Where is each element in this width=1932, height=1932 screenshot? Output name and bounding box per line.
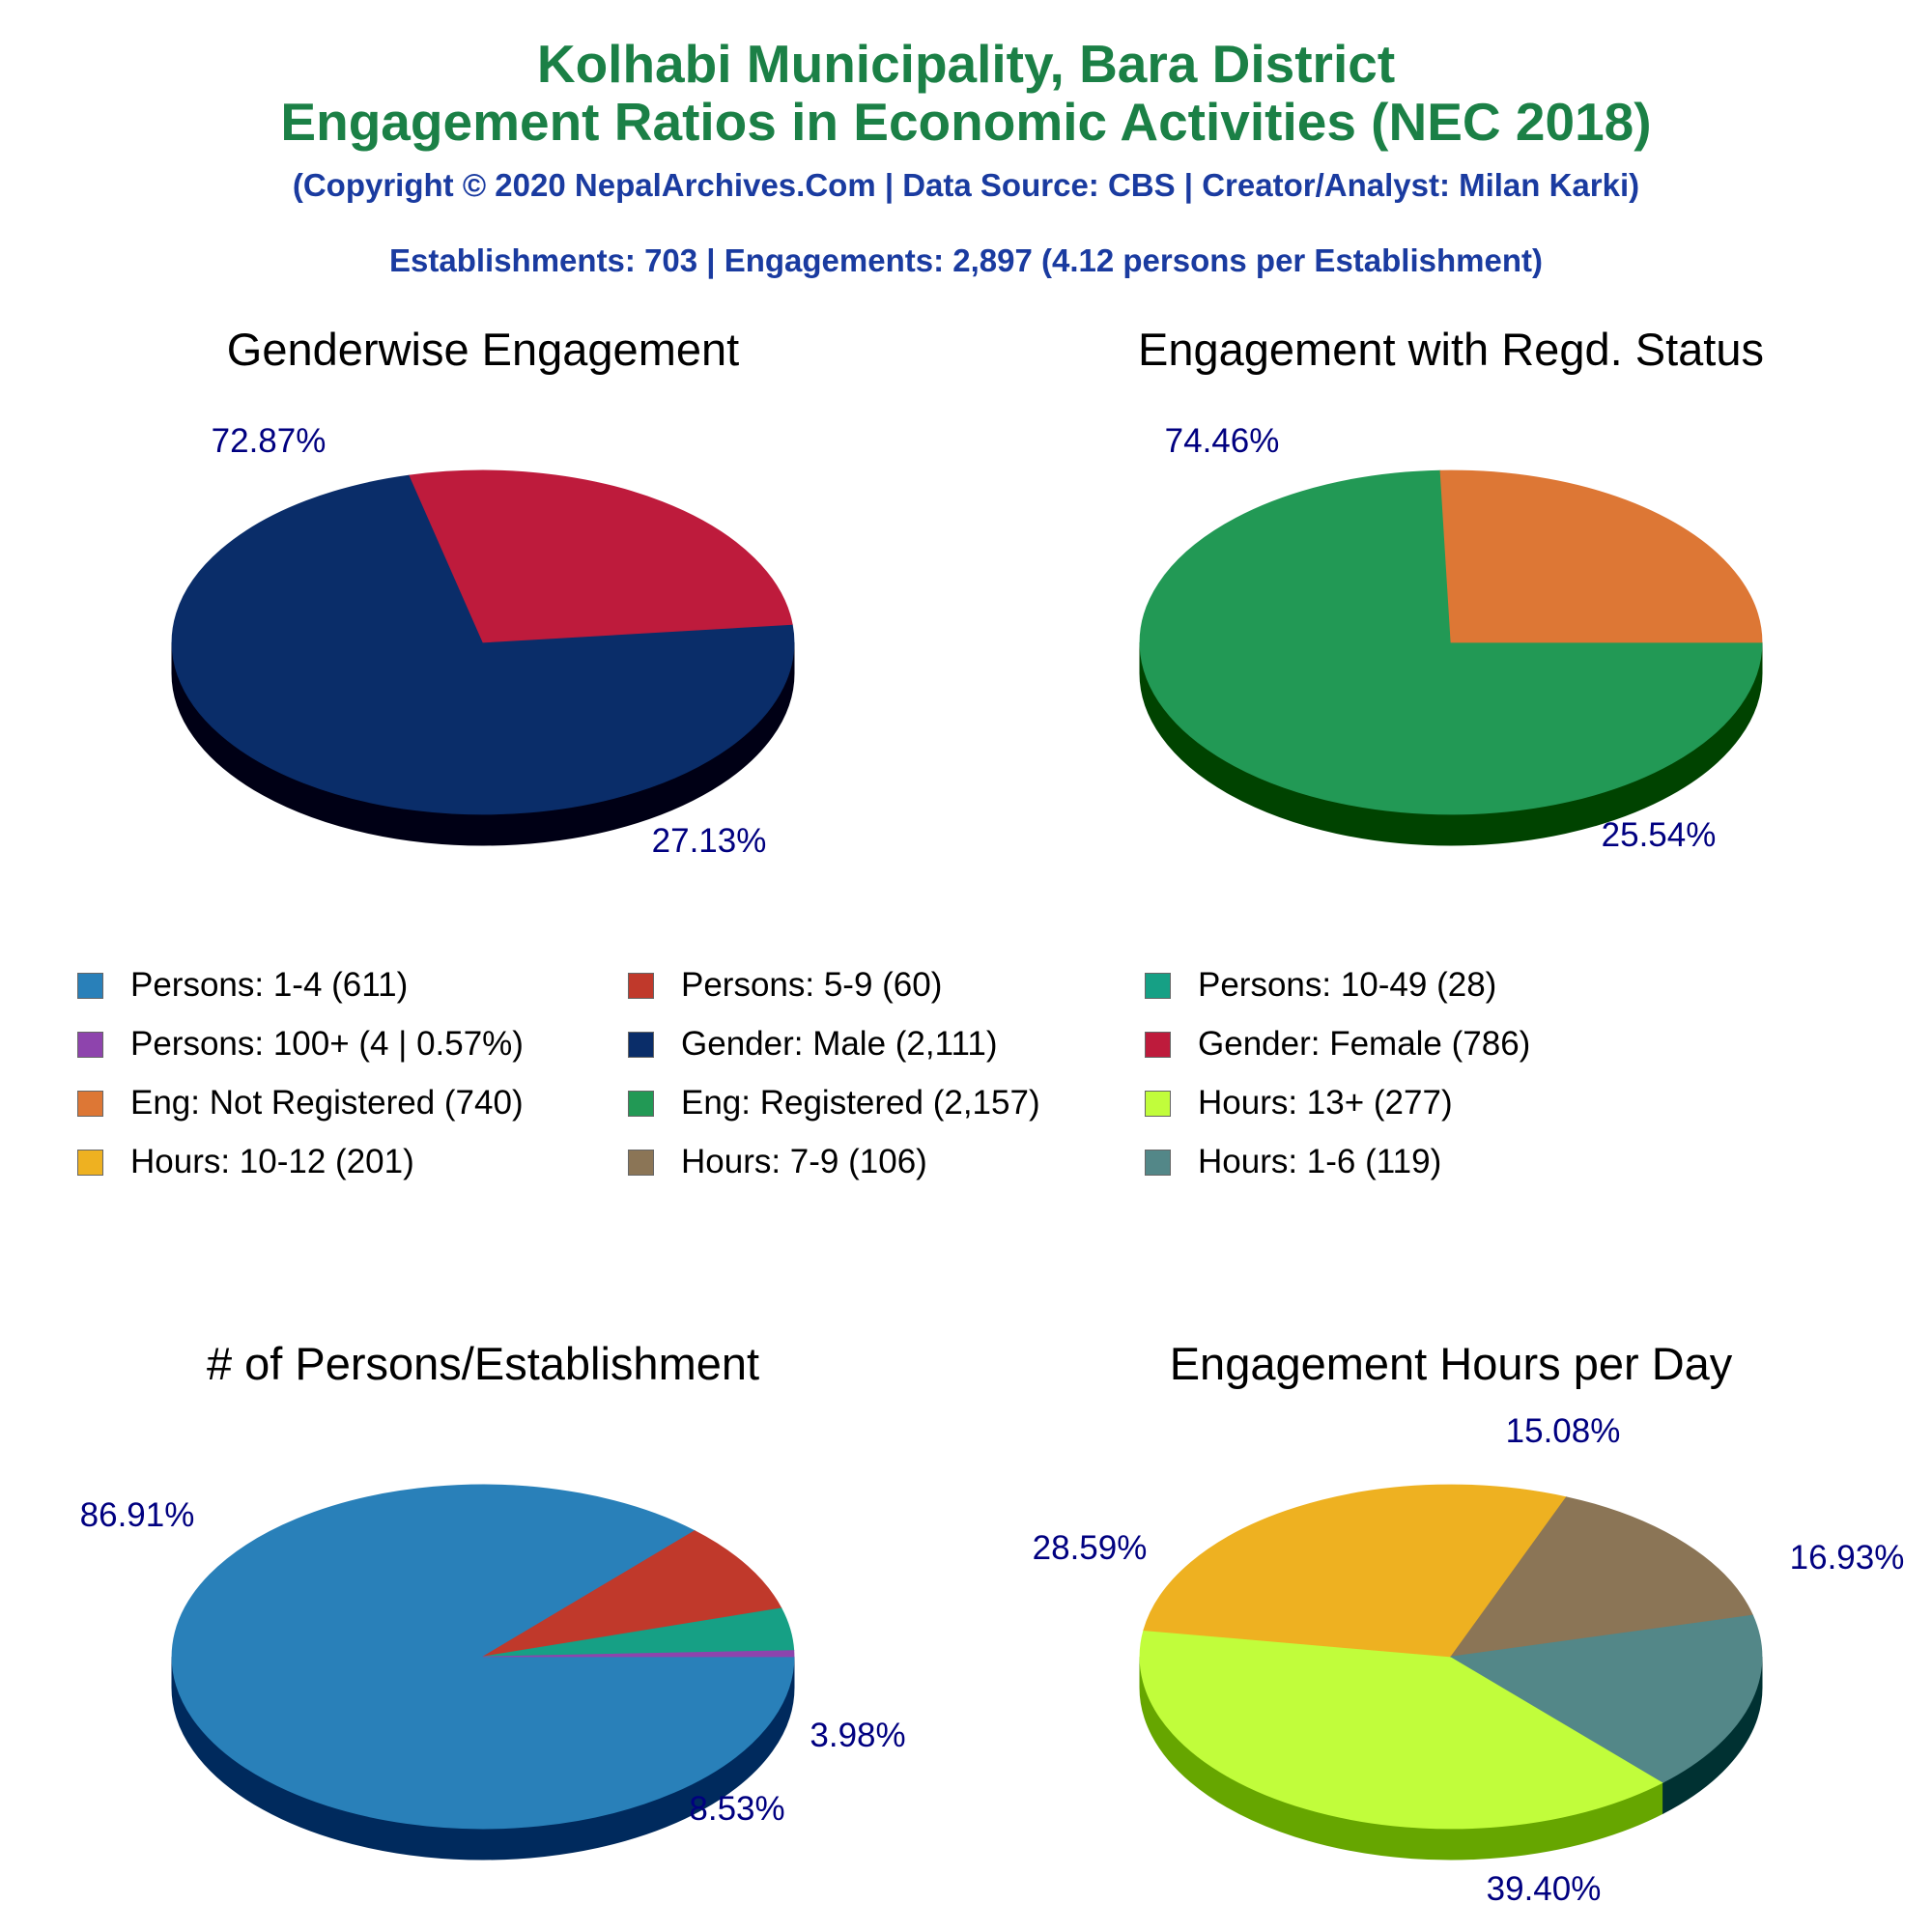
legend-swatch [77, 1031, 103, 1058]
pie-slice-hours-7-9-106 [1450, 1496, 1754, 1658]
pie-percent-label: 28.59% [1033, 1529, 1148, 1567]
legend-label: Gender: Male (2,111) [681, 1025, 998, 1063]
legend-label: Hours: 10-12 (201) [130, 1143, 414, 1180]
legend-swatch [1145, 1090, 1171, 1117]
legend-label: Persons: 10-49 (28) [1198, 966, 1497, 1004]
pie-slice-gender-male-2-111 [171, 474, 795, 815]
pie-slice-persons-100-4-0-57 [482, 1650, 795, 1658]
legend-swatch [77, 972, 103, 999]
legend-item: Gender: Male (2,111) [628, 1023, 997, 1065]
legend-item: Hours: 7-9 (106) [628, 1141, 927, 1183]
legend-item: Persons: 100+ (4 | 0.57%) [77, 1023, 524, 1065]
legend-item: Eng: Registered (2,157) [628, 1082, 1040, 1124]
pie-title: Genderwise Engagement [227, 324, 739, 375]
pie-percent-label: 25.54% [1602, 816, 1717, 854]
summary-line: Establishments: 703 | Engagements: 2,897… [389, 242, 1543, 278]
pie-slice-hours-1-6-119 [1449, 1614, 1763, 1783]
copyright-line: (Copyright © 2020 NepalArchives.Com | Da… [292, 167, 1640, 203]
legend-label: Hours: 7-9 (106) [681, 1143, 927, 1180]
pie-percent-label: 74.46% [1165, 422, 1280, 460]
pie-percent-label: 15.08% [1506, 1412, 1621, 1450]
pie-chart-2: Engagement with Regd. Status 74.46% 25.54% [1138, 324, 1764, 854]
legend-label: Persons: 100+ (4 | 0.57%) [130, 1025, 524, 1063]
legend-label: Hours: 13+ (277) [1198, 1084, 1453, 1122]
legend-label: Eng: Not Registered (740) [130, 1084, 524, 1122]
pie-percent-label: 8.53% [689, 1790, 784, 1828]
legend-swatch [628, 972, 654, 999]
pie-percent-label: 27.13% [652, 822, 767, 860]
legend-swatch [628, 1149, 654, 1176]
pie-percent-label: 72.87% [212, 422, 327, 460]
legend-item: Persons: 1-4 (611) [77, 964, 408, 1007]
pie-chart-4: Engagement Hours per Day 39.40% 28.59% 15.0… [1033, 1338, 1905, 1908]
legend-swatch [628, 1031, 654, 1058]
legend-item: Hours: 10-12 (201) [77, 1141, 414, 1183]
pie-title: Engagement with Regd. Status [1138, 324, 1764, 375]
legend-label: Persons: 5-9 (60) [681, 966, 943, 1004]
pie-percent-label: 16.93% [1790, 1539, 1905, 1577]
legend-item: Gender: Female (786) [1145, 1023, 1530, 1065]
legend-label: Eng: Registered (2,157) [681, 1084, 1040, 1122]
legend-item: Hours: 1-6 (119) [1145, 1141, 1441, 1183]
legend-label: Hours: 1-6 (119) [1198, 1143, 1442, 1180]
pie-title: Engagement Hours per Day [1170, 1338, 1733, 1389]
legend-label: Persons: 1-4 (611) [130, 966, 409, 1004]
pie-percent-label: 86.91% [80, 1496, 195, 1534]
pie-slice-gender-female-786 [409, 469, 793, 643]
legend-swatch [77, 1090, 103, 1117]
pie-percent-label: 3.98% [810, 1717, 905, 1754]
pie-slice-persons-5-9-60 [482, 1530, 782, 1658]
chart-title-line-1: Kolhabi Municipality, Bara District [536, 34, 1396, 94]
legend-swatch [1145, 972, 1171, 999]
pie-slice-hours-10-12-201 [1143, 1484, 1568, 1658]
legend-item: Eng: Not Registered (740) [77, 1082, 524, 1124]
legend-item: Persons: 10-49 (28) [1145, 964, 1496, 1007]
pie-chart-3: # of Persons/Establishment 86.91% 8.53% 3.9… [80, 1338, 906, 1861]
chart-title-line-2: Engagement Ratios in Economic Activities… [280, 92, 1652, 152]
legend-item: Hours: 13+ (277) [1145, 1082, 1453, 1124]
pie-slice-hours-13-277 [1139, 1630, 1664, 1830]
pie-slice-eng-not-registered-740 [1439, 469, 1763, 643]
legend-item: Persons: 5-9 (60) [628, 964, 942, 1007]
pie-chart-1: Genderwise Engagement 72.87% 27.13% [171, 324, 795, 860]
legend-swatch [1145, 1031, 1171, 1058]
legend-swatch [1145, 1149, 1171, 1176]
legend-swatch [628, 1090, 654, 1117]
pie-title: # of Persons/Establishment [207, 1338, 759, 1389]
legend-label: Gender: Female (786) [1198, 1025, 1531, 1063]
legend-swatch [77, 1149, 103, 1176]
pie-percent-label: 39.40% [1487, 1870, 1602, 1908]
